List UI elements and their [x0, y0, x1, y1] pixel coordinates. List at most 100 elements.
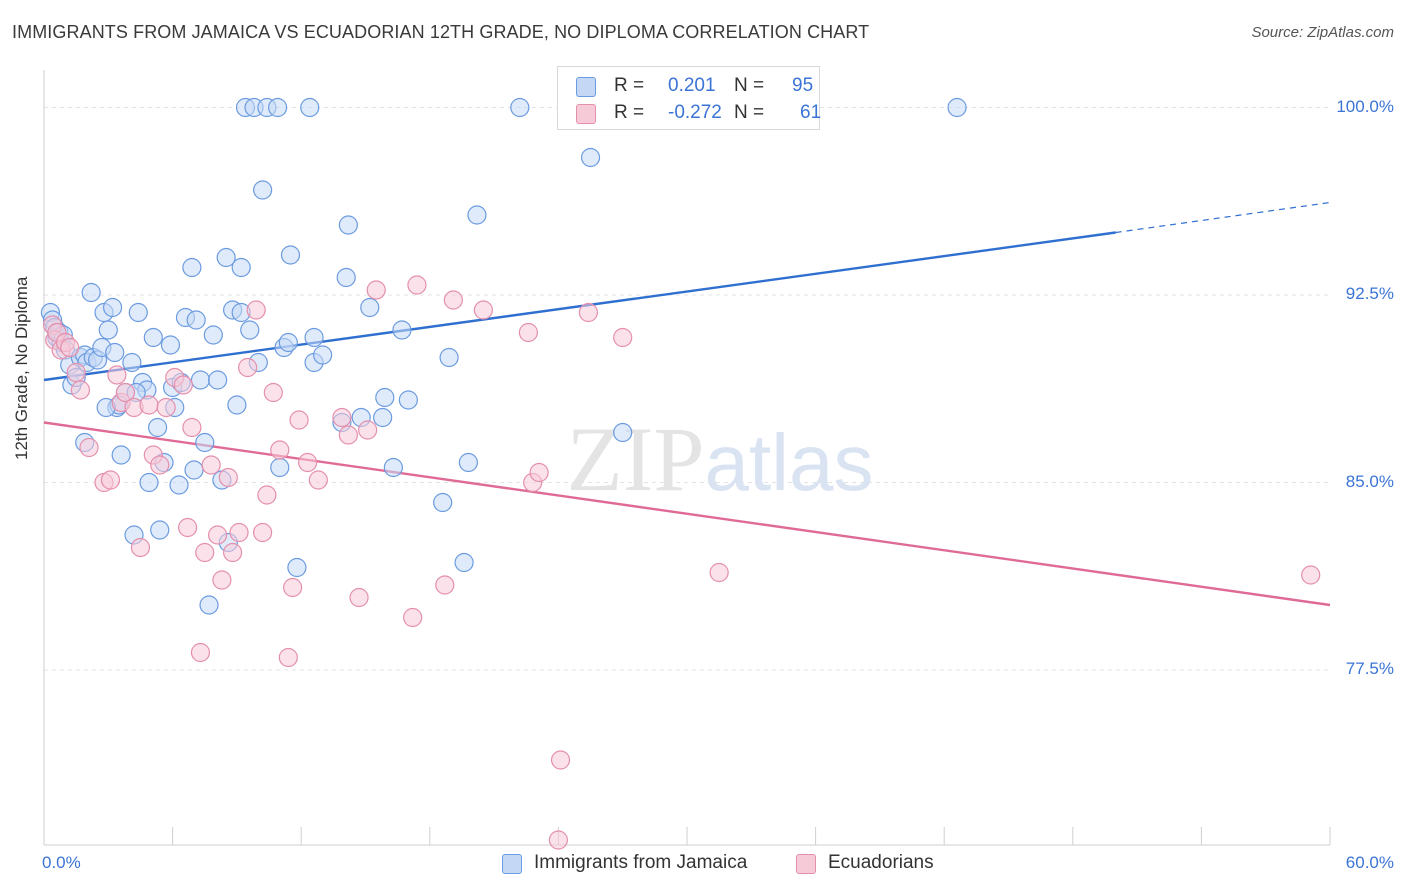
point-ecuadorian [1301, 565, 1321, 585]
r-label: R = [614, 102, 645, 123]
point-ecuadorian [338, 425, 358, 445]
point-jamaica [199, 595, 219, 615]
point-jamaica [253, 180, 273, 200]
point-ecuadorian [578, 302, 599, 323]
point-ecuadorian [218, 467, 238, 488]
point-ecuadorian [173, 375, 193, 395]
point-ecuadorian [79, 437, 99, 458]
r-label: R = [614, 75, 645, 96]
point-ecuadorian [190, 642, 211, 663]
point-jamaica [216, 247, 236, 268]
point-ecuadorian [130, 537, 151, 558]
trend-line-jamaica [43, 231, 1116, 382]
point-jamaica [467, 205, 487, 225]
point-jamaica [280, 245, 301, 265]
point-jamaica [227, 395, 247, 415]
point-ecuadorian [529, 462, 549, 483]
source-credit: Source: ZipAtlas.com [1251, 24, 1394, 41]
point-jamaica [122, 352, 142, 373]
point-ecuadorian [278, 647, 298, 668]
point-jamaica [278, 332, 298, 353]
n-value-ecuadorians: 61 [800, 102, 822, 123]
point-jamaica [375, 387, 395, 408]
point-ecuadorian [100, 470, 121, 490]
point-ecuadorian [332, 407, 352, 428]
point-ecuadorian [66, 362, 86, 383]
r-value-jamaica: 0.201 [668, 75, 716, 96]
legend-swatch-jamaica [576, 77, 596, 97]
point-jamaica [613, 422, 633, 443]
n-value-jamaica: 95 [792, 75, 814, 96]
point-jamaica [139, 472, 159, 493]
point-jamaica [169, 475, 189, 495]
point-ecuadorian [548, 830, 569, 850]
point-jamaica [433, 492, 453, 513]
legend-label-jamaica: Immigrants from Jamaica [534, 852, 748, 873]
watermark-zip: ZIP [567, 408, 705, 510]
point-ecuadorian [60, 337, 80, 358]
point-ecuadorian [403, 607, 423, 628]
point-jamaica [304, 327, 324, 348]
point-ecuadorian [349, 587, 369, 608]
point-jamaica [360, 297, 380, 318]
point-jamaica [111, 445, 131, 465]
y-tick-label: 100.0% [1336, 96, 1394, 116]
point-jamaica [143, 327, 163, 348]
point-ecuadorian [289, 410, 309, 430]
point-jamaica [373, 407, 393, 428]
trend-line-jamaica-extension [1115, 201, 1331, 234]
point-ecuadorian [115, 382, 136, 403]
point-ecuadorian [473, 300, 493, 320]
point-ecuadorian [208, 525, 228, 545]
legend-label-ecuadorians: Ecuadorians [828, 852, 934, 873]
point-jamaica [383, 457, 403, 478]
point-ecuadorian [246, 300, 266, 320]
point-ecuadorian [709, 562, 729, 583]
point-jamaica [190, 370, 211, 390]
point-jamaica [186, 310, 206, 330]
point-jamaica [313, 345, 333, 365]
point-jamaica [240, 320, 260, 340]
n-label: N = [734, 102, 765, 123]
point-jamaica [454, 552, 474, 573]
trend-line-ecuadorians [43, 421, 1331, 607]
point-jamaica [105, 342, 125, 363]
point-ecuadorian [308, 470, 328, 490]
point-ecuadorian [238, 357, 258, 378]
point-ecuadorian [139, 395, 159, 415]
point-jamaica [947, 97, 967, 118]
point-jamaica [195, 432, 215, 453]
point-jamaica [208, 370, 228, 390]
point-jamaica [300, 97, 320, 118]
point-jamaica [458, 452, 478, 473]
point-ecuadorian [178, 517, 198, 538]
point-jamaica [203, 325, 223, 345]
point-ecuadorian [182, 417, 202, 438]
point-jamaica [338, 215, 358, 235]
n-label: N = [734, 75, 765, 96]
correlation-legend: R = 0.201 N = 95 R = -0.272 N = 61 [557, 66, 822, 130]
point-jamaica [510, 97, 530, 118]
point-ecuadorian [298, 452, 318, 473]
point-ecuadorian [550, 750, 571, 770]
r-value-ecuadorians: -0.272 [668, 102, 722, 123]
point-jamaica [336, 267, 356, 288]
chart-title: IMMIGRANTS FROM JAMAICA VS ECUADORIAN 12… [12, 22, 870, 42]
point-ecuadorian [223, 542, 243, 563]
point-ecuadorian [70, 380, 91, 400]
y-tick-label: 77.5% [1345, 659, 1394, 678]
data-points [40, 97, 1321, 850]
point-ecuadorian [253, 522, 273, 543]
point-jamaica [231, 257, 251, 278]
point-ecuadorian [195, 542, 215, 563]
point-ecuadorian [613, 327, 633, 348]
point-ecuadorian [263, 382, 283, 403]
legend-swatch-jamaica [502, 854, 522, 874]
point-ecuadorian [156, 397, 176, 418]
point-jamaica [398, 390, 418, 410]
point-ecuadorian [518, 322, 538, 343]
point-ecuadorian [107, 365, 127, 385]
point-ecuadorian [150, 455, 170, 475]
point-jamaica [147, 417, 168, 438]
